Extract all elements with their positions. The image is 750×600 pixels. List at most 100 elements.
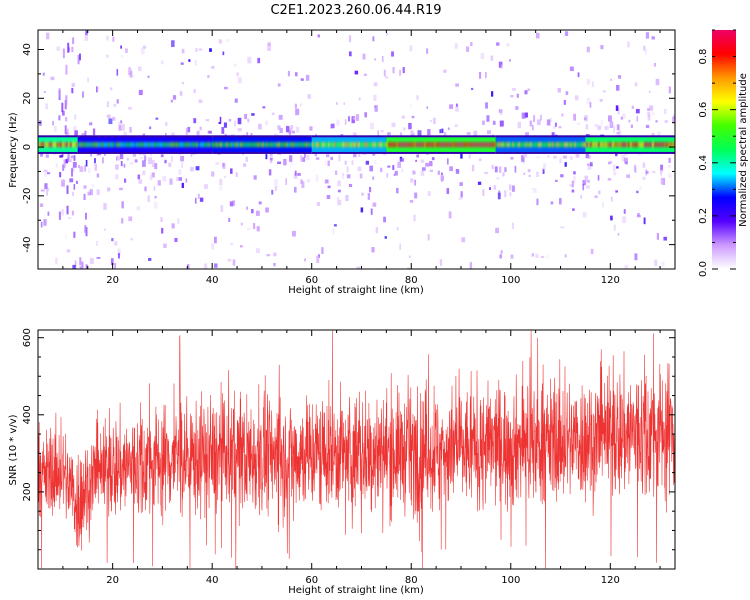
noise-speck — [554, 122, 557, 127]
ridge-core — [64, 142, 67, 148]
noise-speck — [644, 48, 647, 56]
noise-speck — [536, 198, 539, 206]
noise-speck — [64, 125, 67, 135]
ridge-core — [532, 142, 535, 148]
noise-speck — [128, 106, 132, 110]
noise-speck — [327, 185, 331, 189]
noise-speck — [455, 83, 459, 87]
ridge-core — [128, 142, 131, 148]
noise-speck — [582, 183, 585, 191]
ridge-core — [314, 142, 317, 148]
ridge-core — [436, 142, 439, 148]
noise-speck — [190, 152, 193, 158]
ridge-core — [182, 142, 185, 148]
ridge-core — [186, 142, 189, 148]
noise-speck — [500, 109, 503, 116]
noise-speck — [306, 179, 311, 183]
ridge-core — [68, 142, 71, 148]
ridge-core — [256, 142, 259, 148]
noise-speck — [521, 112, 526, 119]
noise-speck — [399, 243, 401, 250]
noise-speck — [372, 36, 375, 42]
noise-speck — [392, 165, 395, 170]
x-tick-label: 60 — [305, 275, 318, 286]
ridge-core — [248, 142, 251, 148]
y-tick-label: 40 — [22, 43, 33, 56]
noise-speck — [181, 161, 184, 168]
noise-speck — [255, 210, 260, 216]
spectrogram-y-axis: -40 -20 0 20 40 — [22, 43, 675, 270]
noise-speck — [283, 158, 287, 166]
noise-speck — [373, 159, 377, 164]
ridge-core — [288, 142, 291, 148]
noise-speck — [408, 122, 412, 130]
ridge-core — [568, 142, 571, 148]
noise-speck — [222, 162, 225, 167]
noise-speck — [647, 114, 651, 121]
noise-speck — [188, 59, 191, 62]
noise-speck — [337, 189, 341, 193]
noise-speck — [499, 166, 502, 173]
noise-speck — [273, 252, 277, 257]
ridge-core — [406, 142, 409, 148]
noise-speck — [194, 197, 197, 204]
noise-speck — [142, 170, 146, 176]
ridge-core — [276, 142, 279, 148]
noise-speck — [161, 227, 164, 234]
noise-speck — [455, 169, 460, 174]
ridge-core — [42, 142, 45, 148]
noise-speck — [218, 185, 223, 191]
noise-speck — [78, 164, 81, 169]
noise-speck — [246, 132, 249, 139]
noise-speck — [468, 154, 471, 159]
ridge-core — [556, 142, 559, 148]
noise-speck — [233, 63, 237, 67]
ridge-core — [82, 142, 85, 148]
noise-speck — [138, 89, 143, 96]
noise-speck — [426, 48, 429, 54]
noise-speck — [112, 116, 116, 121]
noise-speck — [321, 247, 324, 254]
noise-speck — [149, 174, 153, 181]
noise-speck — [160, 217, 163, 223]
noise-speck — [244, 113, 248, 120]
noise-speck — [165, 122, 168, 127]
noise-speck — [358, 97, 361, 101]
noise-speck — [459, 182, 463, 186]
noise-speck — [185, 178, 188, 183]
noise-speck — [44, 171, 47, 177]
noise-speck — [194, 59, 197, 66]
noise-speck — [661, 261, 665, 267]
noise-speck — [461, 237, 466, 243]
noise-speck — [386, 33, 388, 36]
noise-speck — [204, 184, 208, 189]
noise-speck — [221, 127, 225, 134]
noise-speck — [508, 184, 512, 191]
noise-speck — [613, 224, 616, 231]
ridge-core — [552, 142, 555, 148]
noise-speck — [608, 115, 612, 122]
noise-speck — [492, 120, 496, 125]
noise-speck — [71, 82, 75, 87]
ridge-core — [666, 142, 669, 148]
ridge-core — [588, 142, 591, 148]
noise-speck — [351, 116, 355, 124]
noise-speck — [177, 218, 180, 225]
ridge-core — [198, 142, 201, 148]
noise-speck — [193, 88, 196, 94]
ridge-core — [158, 142, 161, 148]
ridge-core — [328, 142, 331, 148]
noise-speck — [289, 155, 293, 162]
noise-speck — [174, 237, 178, 242]
noise-speck — [237, 117, 242, 125]
noise-speck — [533, 188, 537, 194]
ridge-core — [94, 142, 97, 148]
noise-speck — [466, 132, 471, 135]
noise-speck — [94, 163, 97, 171]
noise-speck — [387, 165, 391, 168]
ridge-core — [254, 142, 257, 148]
ridge-core — [148, 142, 151, 148]
ridge-core — [652, 142, 655, 148]
ridge-core — [384, 142, 387, 148]
noise-speck — [396, 227, 399, 231]
